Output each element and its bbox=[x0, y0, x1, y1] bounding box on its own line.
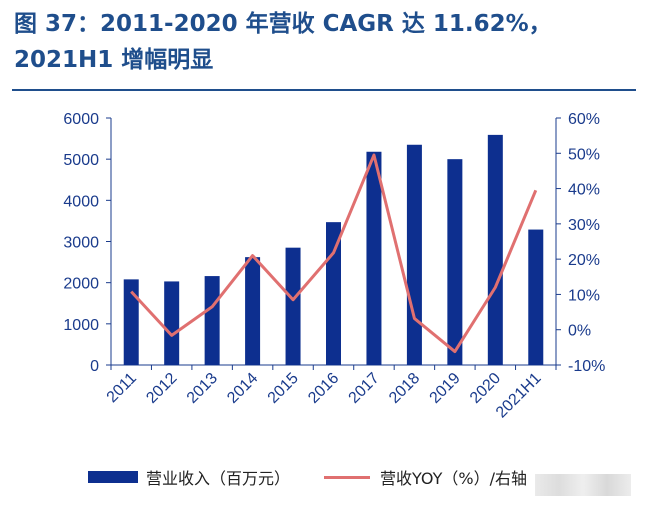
revenue-bar bbox=[366, 151, 382, 365]
x-tick-label: 2017 bbox=[346, 370, 383, 407]
left-tick-label: 5000 bbox=[63, 152, 99, 169]
right-tick-label: 60% bbox=[568, 111, 600, 128]
x-tick-label: 2021H1 bbox=[493, 370, 545, 422]
chart-legend: 营业收入（百万元） 营收YOY（%）/右轴 bbox=[88, 464, 561, 490]
legend-label-yoy: 营收YOY（%）/右轴 bbox=[380, 469, 528, 488]
legend-label-revenue: 营业收入（百万元） bbox=[146, 469, 291, 488]
revenue-bar bbox=[123, 279, 139, 365]
title-divider bbox=[12, 89, 636, 91]
x-tick-label: 2014 bbox=[224, 370, 261, 407]
left-tick-label: 6000 bbox=[63, 111, 99, 128]
chart-title: 图 37：2011-2020 年营收 CAGR 达 11.62%，2021H1 … bbox=[14, 11, 552, 73]
legend-bar-swatch bbox=[88, 471, 138, 483]
right-tick-label: 20% bbox=[568, 252, 600, 269]
right-tick-label: 40% bbox=[568, 182, 600, 199]
legend-line-swatch bbox=[324, 475, 371, 479]
revenue-bar bbox=[528, 229, 544, 365]
x-tick-label: 2016 bbox=[305, 370, 342, 407]
x-tick-label: 2012 bbox=[143, 370, 180, 407]
left-tick-label: 3000 bbox=[63, 235, 99, 252]
left-tick-label: 2000 bbox=[63, 276, 99, 293]
right-tick-label: -10% bbox=[568, 358, 605, 375]
revenue-bar bbox=[204, 276, 220, 365]
revenue-bar bbox=[487, 134, 503, 365]
right-tick-label: 30% bbox=[568, 217, 600, 234]
right-tick-label: 10% bbox=[568, 287, 600, 304]
x-tick-label: 2011 bbox=[104, 370, 140, 406]
x-tick-label: 2020 bbox=[467, 370, 504, 407]
left-tick-label: 0 bbox=[90, 358, 99, 375]
right-tick-label: 50% bbox=[568, 146, 600, 163]
revenue-bar bbox=[245, 257, 261, 365]
revenue-bar bbox=[164, 281, 180, 365]
legend-item-revenue: 营业收入（百万元） bbox=[88, 465, 290, 489]
legend-item-yoy: 营收YOY（%）/右轴 bbox=[324, 465, 527, 489]
revenue-bar bbox=[406, 144, 422, 365]
x-tick-label: 2013 bbox=[184, 370, 221, 407]
revenue-bar bbox=[447, 159, 463, 365]
revenue-bar bbox=[285, 247, 301, 365]
x-tick-label: 2015 bbox=[265, 370, 302, 407]
left-tick-label: 1000 bbox=[63, 317, 99, 334]
watermark-blur bbox=[535, 474, 631, 496]
left-tick-label: 4000 bbox=[63, 193, 99, 210]
x-tick-label: 2018 bbox=[386, 370, 423, 407]
right-tick-label: 0% bbox=[568, 323, 591, 340]
x-tick-label: 2019 bbox=[427, 370, 464, 407]
